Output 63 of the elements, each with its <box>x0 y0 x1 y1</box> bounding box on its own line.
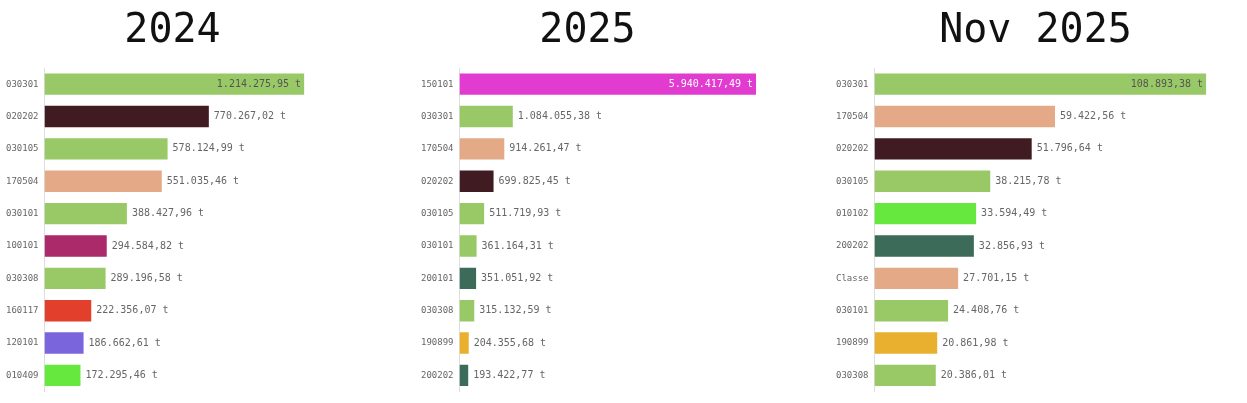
data-label: 24.408,76 t <box>953 304 1020 316</box>
y-tick-label: 200202 <box>836 240 869 251</box>
y-tick-label: 170504 <box>6 175 39 186</box>
data-label: 108.893,38 t <box>1130 77 1204 89</box>
y-tick-label: 030301 <box>6 78 39 89</box>
data-label: 5.940.417,49 t <box>668 77 754 89</box>
data-label: 172.295,46 t <box>85 369 158 381</box>
y-tick-label: 030308 <box>836 369 869 380</box>
y-tick-label: 170504 <box>836 110 869 121</box>
y-tick-label: 100101 <box>6 240 39 251</box>
data-label: 33.594,49 t <box>981 207 1048 219</box>
data-label: 20.386,01 t <box>940 369 1008 381</box>
data-label: 186.662,61 t <box>88 336 161 348</box>
chart-title: Nov 2025 <box>939 5 1132 52</box>
y-tick-label: 030308 <box>6 272 39 283</box>
y-tick-label: 120101 <box>6 337 39 348</box>
y-tick-label: 030301 <box>421 110 454 121</box>
data-label: 361.164,31 t <box>481 239 554 251</box>
y-tick-label: 020202 <box>6 110 39 121</box>
y-tick-label: Classe <box>836 272 869 283</box>
data-label: 699.825,45 t <box>498 174 571 186</box>
y-tick-label: 200202 <box>421 369 454 380</box>
data-label: 20.861,98 t <box>942 336 1009 348</box>
data-label: 32.856,93 t <box>978 239 1046 251</box>
y-tick-label: 010409 <box>6 369 39 380</box>
data-label: 38.215,78 t <box>995 174 1062 186</box>
data-label: 551.035,46 t <box>166 174 240 186</box>
data-label: 27.701,15 t <box>963 271 1030 283</box>
data-label: 51.796,64 t <box>1036 142 1103 154</box>
y-tick-label: 030308 <box>421 305 454 316</box>
data-label: 294.584,82 t <box>111 239 184 251</box>
data-label: 914.261,47 t <box>509 142 582 154</box>
data-label: 578.124,99 t <box>172 142 245 154</box>
chart-title: 2024 <box>124 5 221 52</box>
data-label: 289.196,58 t <box>110 271 183 283</box>
y-tick-label: 030101 <box>421 240 454 251</box>
y-tick-label: 030105 <box>6 143 39 154</box>
y-tick-label: 020202 <box>836 143 869 154</box>
y-tick-label: 190899 <box>836 337 869 348</box>
y-tick-label: 010102 <box>836 207 869 218</box>
data-label: 193.422,77 t <box>473 369 546 381</box>
data-label: 222.356,07 t <box>96 304 169 316</box>
data-label: 1.214.275,95 t <box>216 77 302 89</box>
y-tick-label: 020202 <box>421 175 454 186</box>
y-tick-label: 190899 <box>421 337 454 348</box>
y-tick-label: 170504 <box>421 143 454 154</box>
y-tick-label: 030101 <box>6 207 39 218</box>
chart-title: 2025 <box>539 5 636 52</box>
y-tick-label: 150101 <box>421 78 454 89</box>
y-tick-label: 030105 <box>421 207 454 218</box>
data-label: 59.422,56 t <box>1059 110 1127 122</box>
y-tick-label: 160117 <box>6 305 39 316</box>
y-tick-label: 030301 <box>836 78 869 89</box>
y-tick-label: 200101 <box>421 272 454 283</box>
data-label: 770.267,02 t <box>213 110 287 122</box>
data-label: 511.719,93 t <box>489 207 562 219</box>
y-tick-label: 030101 <box>836 305 869 316</box>
data-label: 388.427,96 t <box>131 207 205 219</box>
data-label: 315.132,59 t <box>479 304 552 316</box>
data-label: 351.051,92 t <box>481 271 554 283</box>
data-label: 1.084.055,38 t <box>517 110 603 122</box>
y-tick-label: 030105 <box>836 175 869 186</box>
data-label: 204.355,68 t <box>473 336 546 348</box>
